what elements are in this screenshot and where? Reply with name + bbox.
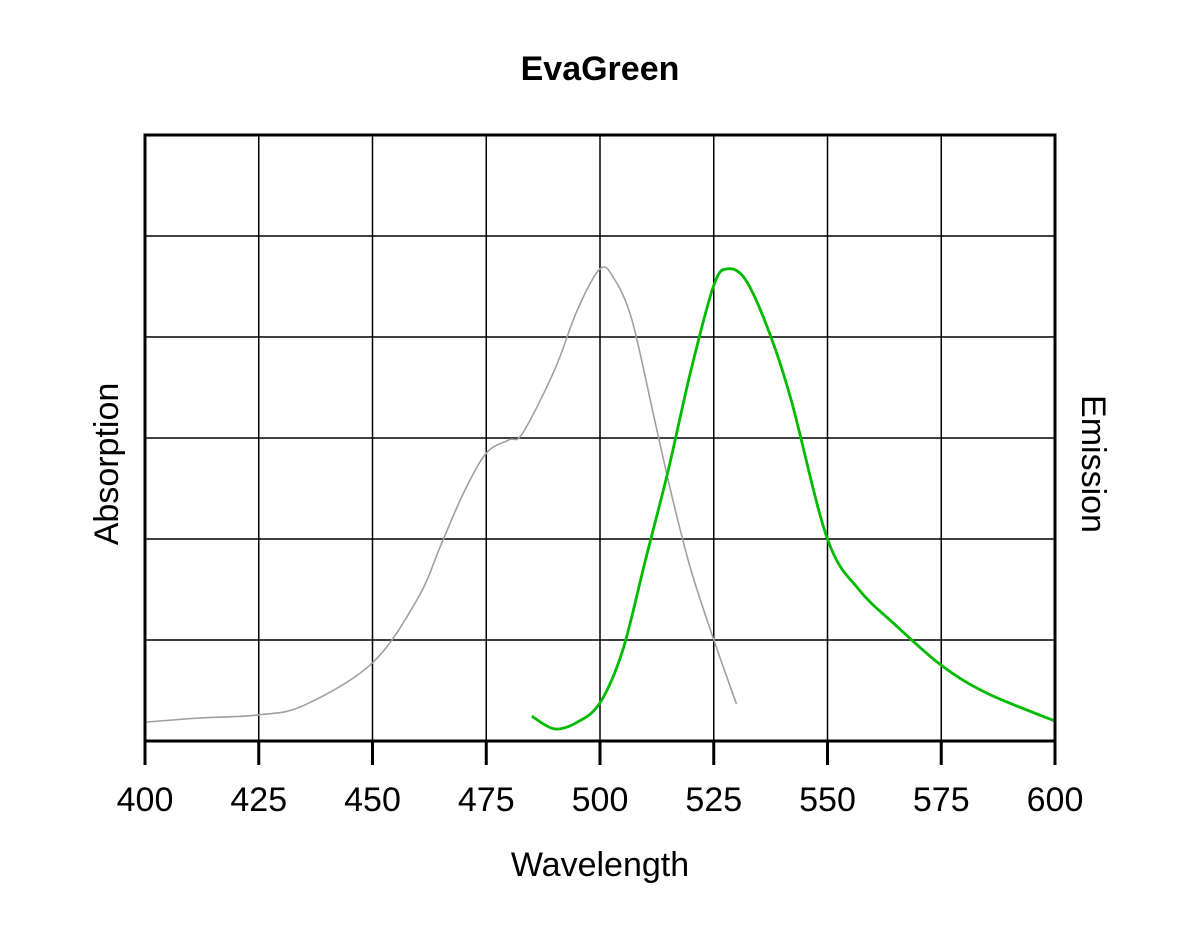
x-tick-label: 600 xyxy=(1027,781,1084,819)
series-lines xyxy=(144,266,1056,731)
x-tick-label: 500 xyxy=(572,781,629,819)
y-axis-label-left: Absorption xyxy=(88,383,126,546)
y-axis-label-right: Emission xyxy=(1074,395,1112,533)
absorption-curve xyxy=(144,266,738,723)
x-tick-label: 400 xyxy=(117,781,174,819)
grid-lines xyxy=(144,135,1056,741)
x-axis-label: Wavelength xyxy=(511,846,689,884)
chart-title: EvaGreen xyxy=(521,50,680,88)
x-tick-label: 575 xyxy=(913,781,970,819)
x-tick-label: 450 xyxy=(344,781,401,819)
x-tick-label: 425 xyxy=(230,781,287,819)
x-axis-ticks: 400 425 450 475 500 525 550 575 600 xyxy=(117,741,1084,819)
emission-curve xyxy=(531,267,1056,731)
x-tick-label: 525 xyxy=(685,781,742,819)
x-tick-label: 550 xyxy=(799,781,856,819)
x-tick-label: 475 xyxy=(458,781,515,819)
